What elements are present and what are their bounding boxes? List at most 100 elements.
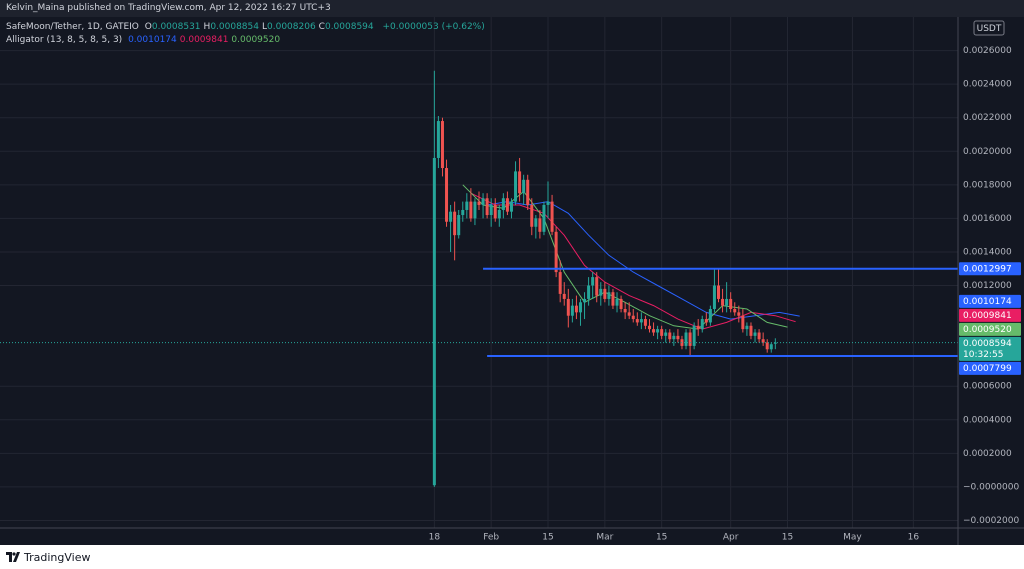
candle-body — [518, 171, 522, 194]
symbol: SafeMoon/Tether, 1D, GATEIO — [6, 22, 139, 32]
candle-body — [684, 332, 688, 346]
y-tick-label: 0.0024000 — [963, 80, 1012, 90]
x-tick-label: 18 — [429, 533, 441, 543]
price-badge-label: 0.0007799 — [963, 364, 1012, 374]
candle-body — [692, 325, 696, 346]
ohlc-values: O0.0008531 H0.0008854 L0.0008206 C0.0008594 — [145, 22, 377, 32]
candle-body — [700, 319, 704, 330]
candle-body — [578, 302, 582, 313]
x-tick-label: Apr — [723, 533, 739, 543]
candle-body — [639, 319, 643, 323]
x-tick-label: Feb — [483, 533, 499, 543]
price-badge-label: 0.0012997 — [963, 264, 1012, 274]
ohlc-value: 0.0008594 — [324, 22, 374, 32]
candle-body — [566, 298, 570, 316]
candle-body — [562, 293, 566, 299]
candles — [432, 70, 777, 487]
candle-body — [717, 285, 720, 299]
price-badge — [959, 361, 1021, 375]
candle-body — [721, 298, 725, 306]
y-tick-label: −0.0000000 — [963, 482, 1019, 492]
price-badge-label: 0.0009841 — [963, 311, 1012, 321]
y-tick-label: 0.0002000 — [963, 449, 1012, 459]
x-tick-label: Mar — [596, 533, 613, 543]
candle-body — [583, 298, 587, 303]
ohlc-key: C — [318, 22, 325, 32]
ohlc-value: 0.0008531 — [151, 22, 201, 32]
candle-body — [534, 218, 538, 227]
y-tick-label: 0.0018000 — [963, 180, 1012, 190]
candle-body — [611, 292, 615, 306]
price-badge — [959, 336, 1021, 361]
candle-body — [595, 277, 599, 296]
candle-body — [643, 319, 647, 326]
candle-body — [708, 309, 712, 323]
candle-body — [542, 204, 546, 232]
candle-body — [599, 288, 603, 296]
header-bar — [0, 0, 1024, 17]
candle-body — [725, 298, 729, 306]
candle-body — [445, 168, 449, 222]
candle-body — [737, 312, 741, 316]
y-tick-label: 0.0016000 — [963, 214, 1012, 224]
candle-body — [704, 319, 708, 323]
y-tick-label: 0.0014000 — [963, 247, 1012, 257]
candle-body — [436, 121, 440, 158]
candle-body — [769, 344, 773, 350]
candle-body — [745, 325, 749, 330]
y-tick-label: −0.0002000 — [963, 516, 1019, 526]
candle-body — [647, 325, 651, 330]
candle-body — [461, 209, 465, 216]
indicator-legend: Alligator (13, 8, 5, 8, 5, 3) 0.0010174 0… — [6, 35, 286, 45]
candle-body — [550, 201, 554, 232]
price-badge — [959, 262, 1021, 276]
indicator-name: Alligator (13, 8, 5, 8, 5, 3) — [6, 35, 123, 45]
candle-body — [440, 121, 444, 169]
candle-body — [558, 272, 562, 294]
candle-body — [615, 298, 619, 306]
y-tick-label: 0.0020000 — [963, 147, 1012, 157]
indicator-line — [487, 201, 800, 320]
ohlc-key: O — [144, 22, 152, 32]
x-tick-label: May — [843, 533, 862, 543]
price-badge — [959, 294, 1021, 308]
overlays — [0, 267, 958, 358]
candle-body — [501, 198, 505, 210]
candle-body — [676, 335, 680, 340]
candle-body — [712, 285, 716, 309]
y-tick-label: 0.0006000 — [963, 382, 1012, 392]
change: +0.0000053 (+0.62%) — [382, 22, 485, 32]
candle-body — [538, 218, 542, 232]
price-badge-label: 0.0009520 — [963, 325, 1012, 335]
y-tick-label: 0.0022000 — [963, 113, 1012, 123]
price-badge-label: 0.0008594 — [963, 339, 1012, 349]
candle-body — [457, 215, 461, 236]
grid — [0, 17, 958, 528]
candle-body — [465, 201, 469, 210]
price-badge — [959, 322, 1021, 336]
candle-body — [505, 198, 509, 212]
indicator-values: 0.0010174 0.0009841 0.0009520 — [128, 35, 283, 45]
candle-body — [635, 319, 639, 323]
candle-body — [473, 201, 477, 219]
indicator-value: 0.0009841 — [179, 35, 229, 45]
candle-body — [749, 325, 753, 336]
symbol-legend: SafeMoon/Tether, 1D, GATEIO O0.0008531 H0… — [6, 22, 488, 32]
candle-body — [449, 211, 453, 222]
candle-body — [469, 201, 473, 219]
candle-body — [432, 157, 436, 486]
candle-body — [753, 332, 757, 336]
ohlc-value: 0.0008854 — [210, 22, 259, 32]
candle-body — [574, 305, 578, 313]
candle-body — [489, 204, 493, 216]
indicator-value: 0.0009520 — [231, 35, 281, 45]
price-badge — [959, 308, 1021, 322]
price-badge-label: 0.0010174 — [963, 297, 1012, 307]
candle-body — [741, 315, 745, 330]
candle-body — [591, 277, 595, 286]
candle-body — [664, 332, 668, 336]
ohlc-key: L — [261, 22, 267, 32]
candle-body — [477, 201, 481, 205]
